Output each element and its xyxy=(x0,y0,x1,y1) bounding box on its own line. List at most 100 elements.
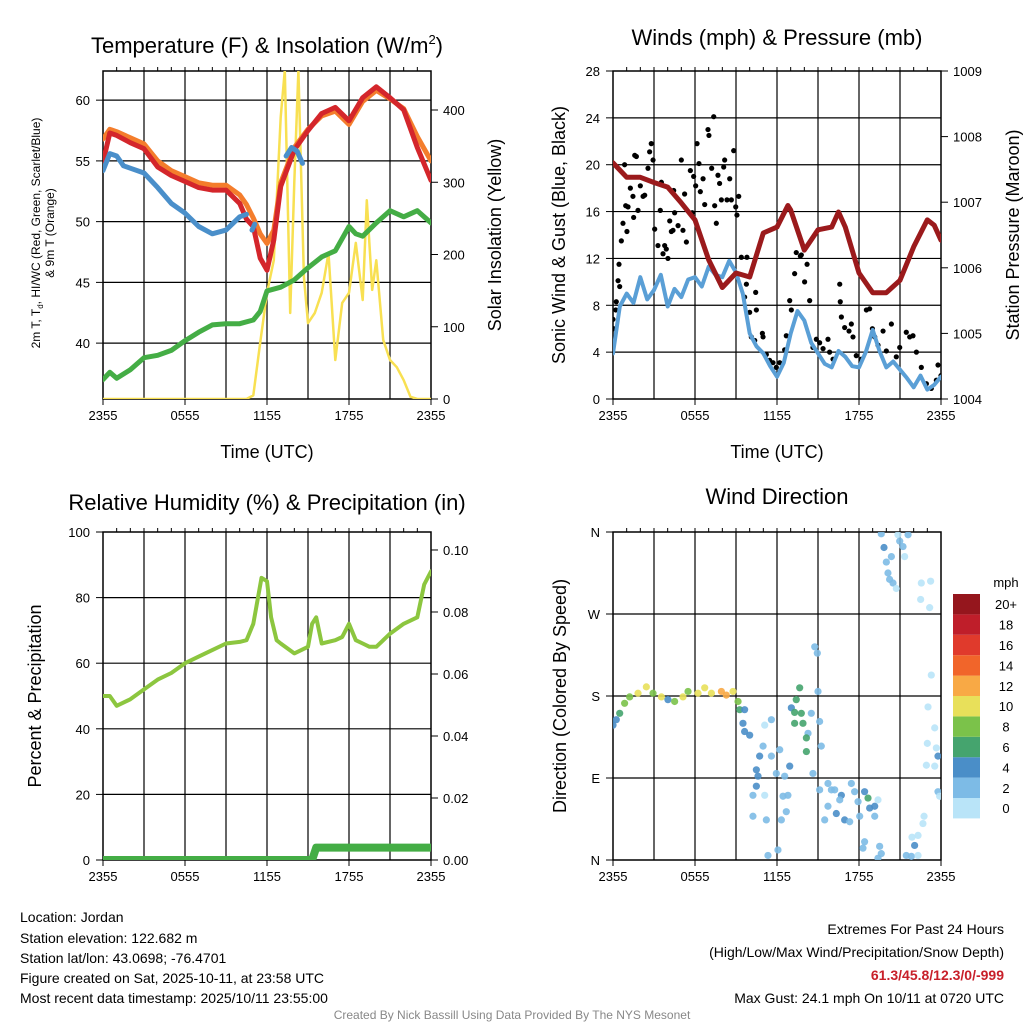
direction-point xyxy=(889,579,897,587)
heat-index-wind-chill-blue-segment-3-line xyxy=(283,145,305,166)
legend-label: 8 xyxy=(1002,720,1009,735)
gust-point xyxy=(717,180,723,187)
gust-point xyxy=(918,364,924,370)
gust-point xyxy=(691,173,697,180)
footer-created: Figure created on Sat, 2025-10-11, at 23… xyxy=(20,970,324,986)
gust-point xyxy=(744,254,750,260)
legend-swatch xyxy=(953,634,980,656)
wind-xlabel: Time (UTC) xyxy=(730,442,823,462)
gust-point xyxy=(652,226,658,232)
direction-point xyxy=(649,689,657,697)
extremes-title: Extremes For Past 24 Hours xyxy=(827,921,1004,937)
station-pressure-maroon-line xyxy=(613,160,941,296)
direction-point xyxy=(774,846,782,854)
direction-point xyxy=(781,772,789,780)
y-tick-label: 8 xyxy=(593,298,600,313)
right-y-tick-label: 0 xyxy=(443,392,450,407)
y-tick-label: 55 xyxy=(76,154,90,169)
y-tick-label: 40 xyxy=(76,336,90,351)
direction-point xyxy=(814,687,822,696)
legend-label: 12 xyxy=(999,679,1013,694)
temp-title-text: Temperature (F) & Insolation (W/m xyxy=(91,33,428,58)
direction-point xyxy=(772,769,780,778)
direction-point xyxy=(931,762,939,770)
gust-point xyxy=(842,324,848,331)
direction-point xyxy=(792,696,800,704)
gust-point xyxy=(798,252,804,258)
direction-point xyxy=(924,703,932,711)
y-tick-label: 60 xyxy=(76,656,90,671)
y-tick-label: 40 xyxy=(76,722,90,737)
x-tick-label: 2355 xyxy=(417,869,446,884)
gust-point xyxy=(655,242,661,249)
gust-point xyxy=(697,189,703,195)
gust-point xyxy=(680,227,686,233)
direction-point xyxy=(791,719,799,727)
x-tick-label: 1755 xyxy=(845,869,874,884)
right-y-tick-label: 1006 xyxy=(953,261,982,276)
gust-point xyxy=(734,212,740,218)
y-tick-label: 60 xyxy=(76,93,90,108)
gust-point xyxy=(635,207,641,213)
direction-point xyxy=(717,687,725,696)
y-tick-label: S xyxy=(591,689,600,704)
right-y-tick-label: 0.08 xyxy=(443,605,468,620)
legend-label: 10 xyxy=(999,699,1013,714)
gust-point xyxy=(827,349,833,355)
direction-point xyxy=(907,852,915,860)
y-tick-label: 0 xyxy=(593,392,600,407)
legend-swatch xyxy=(953,614,980,635)
direction-point xyxy=(932,744,940,752)
direction-point xyxy=(874,854,882,860)
legend-swatch xyxy=(953,757,980,778)
2m-temperature-red-line xyxy=(103,84,431,273)
pressure-ylabel: Station Pressure (Maroon) xyxy=(1003,129,1023,340)
direction-point xyxy=(896,537,904,545)
direction-point xyxy=(722,691,730,699)
direction-panel-title: Wind Direction xyxy=(705,484,848,509)
direction-point xyxy=(701,684,709,692)
gust-point xyxy=(705,126,711,133)
wind-ylabel: Sonic Wind & Gust (Blue, Black) xyxy=(549,106,569,364)
legend-swatch xyxy=(953,716,980,737)
x-tick-label: 0555 xyxy=(171,408,200,423)
x-tick-label: 1755 xyxy=(335,408,364,423)
direction-point xyxy=(856,812,864,820)
right-y-tick-label: 1007 xyxy=(953,195,982,210)
gust-point xyxy=(759,330,765,336)
y-tick-label: N xyxy=(591,525,600,540)
gust-point xyxy=(792,271,798,277)
direction-point xyxy=(832,809,840,818)
direction-point xyxy=(876,842,884,850)
direction-point xyxy=(694,689,702,697)
gust-point xyxy=(682,191,688,197)
direction-point xyxy=(797,709,805,717)
gust-point xyxy=(694,141,700,147)
direction-point xyxy=(904,532,912,539)
gust-point xyxy=(713,220,719,226)
gust-point xyxy=(743,281,749,287)
gust-point xyxy=(867,306,873,312)
gust-point xyxy=(683,239,689,245)
gust-point xyxy=(813,336,819,342)
right-y-tick-label: 0.06 xyxy=(443,667,468,682)
temp-ylabel-part-b: , HI/WC (Red, Green, Scarlet/Blue) xyxy=(29,118,43,305)
gust-point xyxy=(883,348,889,354)
footer-location: Location: Jordan xyxy=(20,909,124,925)
direction-point xyxy=(816,717,824,726)
right-y-tick-label: 0.04 xyxy=(443,729,468,744)
gust-point xyxy=(897,344,903,351)
direction-point xyxy=(847,779,855,788)
legend-label: 14 xyxy=(999,658,1013,673)
temp-xlabel: Time (UTC) xyxy=(220,442,313,462)
direction-point xyxy=(934,752,941,760)
direction-point xyxy=(877,532,885,538)
direction-point xyxy=(621,699,629,707)
x-tick-label: 2355 xyxy=(599,869,628,884)
gust-point xyxy=(624,228,630,235)
direction-point xyxy=(874,796,882,804)
y-tick-label: 100 xyxy=(68,525,90,540)
gust-point xyxy=(935,362,941,368)
y-tick-label: 50 xyxy=(76,215,90,230)
